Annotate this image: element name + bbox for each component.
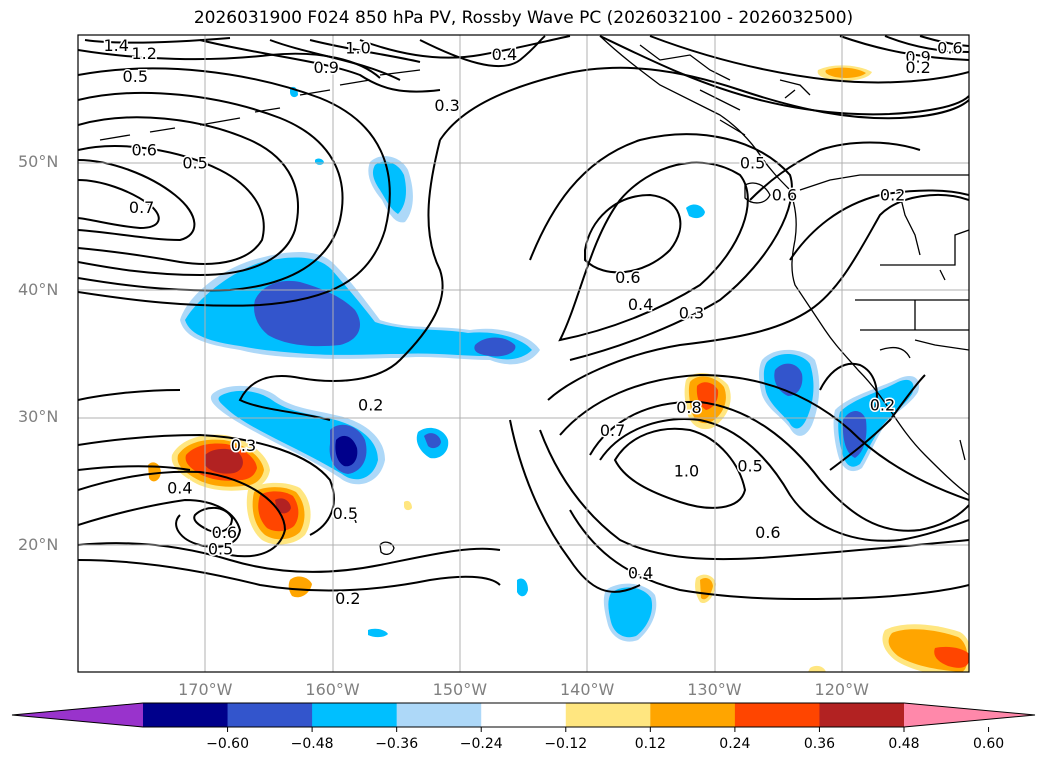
colorbar-segment [227,703,313,727]
contour-label: 0.5 [333,504,358,523]
contour-label: 0.7 [129,198,154,217]
contour-labels: 1.4 1.2 1.00.90.40.50.30.60.50.70.60.4 0.30… [102,35,964,610]
colorbar-tick-label: −0.48 [290,736,334,752]
contour-label: 0.6 [212,523,237,542]
lon-label: 150°W [432,680,488,699]
contour-label: 0.3 [679,304,704,323]
contour-label: 0.2 [358,395,383,414]
colorbar-tick-label: 0.12 [634,736,666,752]
lat-label: 40°N [18,279,59,299]
map-content: 1.4 1.2 1.00.90.40.50.30.60.50.70.60.4 0.30… [78,35,969,672]
lat-label: 30°N [18,407,59,427]
colorbar-segment [312,703,398,727]
positive-anomaly-shading [148,65,969,672]
contour-label: 0.6 [615,268,640,287]
contour-label: 0.8 [676,398,701,417]
contour-label: 0.7 [600,421,625,440]
colorbar-tick-label: −0.60 [206,736,249,752]
colorbar-extend-low [12,703,143,727]
map-frame [77,34,970,673]
colorbar-tick-label: −0.36 [375,736,419,752]
colorbar-tick-label: −0.12 [544,736,588,752]
colorbar-outline [11,702,1036,728]
gridlines [78,35,969,672]
coastlines [99,35,969,555]
colorbar-segment [143,703,229,727]
contour-label: 0.6 [937,39,962,58]
contour-label: 0.6 [772,185,797,204]
contour-label: 1.4 [103,36,128,55]
contour-label: 0.2 [335,589,360,608]
colorbar-tick-label: 0.60 [972,736,1005,752]
lat-label: 20°N [18,534,59,554]
colorbar-segment [481,703,567,727]
contour-label: 0.5 [208,539,233,558]
contour-label: 1.0 [345,39,370,58]
contour-label: 0.2 [880,185,905,204]
colorbar-tick-label: 0.36 [803,736,836,752]
contour-label: 0.3 [434,96,459,115]
contour-label: 0.5 [737,457,762,476]
contour-label: 0.9 [313,58,338,77]
contour-label: 0.5 [182,153,207,172]
contour-label: 0.6 [755,523,780,542]
colorbar-segment [650,703,736,727]
colorbar-segment [565,703,651,727]
contour-label: 0.4 [167,478,192,497]
contour-label: 1.0 [674,462,699,481]
contour-label: 0.4 [628,564,653,583]
colorbar-tick-label: −0.24 [459,736,503,752]
contour-label: 1.2 [131,44,156,63]
lon-label: 130°W [687,680,742,699]
colorbar-tick-label: 0.48 [888,736,920,752]
contour-label: 0.3 [231,436,256,455]
contour-label: 0.2 [905,58,930,77]
contour-label: 0.2 [870,395,895,414]
colorbar-segment [734,703,820,727]
lon-label: 170°W [178,680,233,699]
lon-label: 160°W [305,680,360,699]
contour-label: 0.6 [131,141,156,160]
colorbar-segment [819,703,905,727]
contour-label: 0.5 [740,153,765,172]
contour-label: 0.5 [123,67,148,86]
lon-label: 140°W [559,680,615,699]
colorbar-segment [396,703,482,727]
lon-label: 120°W [814,680,869,699]
negative-anomaly-shading [180,86,920,642]
colorbar [11,702,1036,732]
contour-label: 0.4 [492,45,517,64]
colorbar-tick-label: 0.24 [719,736,751,752]
contour-label: 0.9 [905,48,930,67]
colorbar-extend-high [904,703,1035,727]
contour-label: 0.4 [628,295,653,314]
lat-label: 50°N [18,152,59,172]
map-title: 2026031900 F024 850 hPa PV, Rossby Wave … [193,8,854,28]
